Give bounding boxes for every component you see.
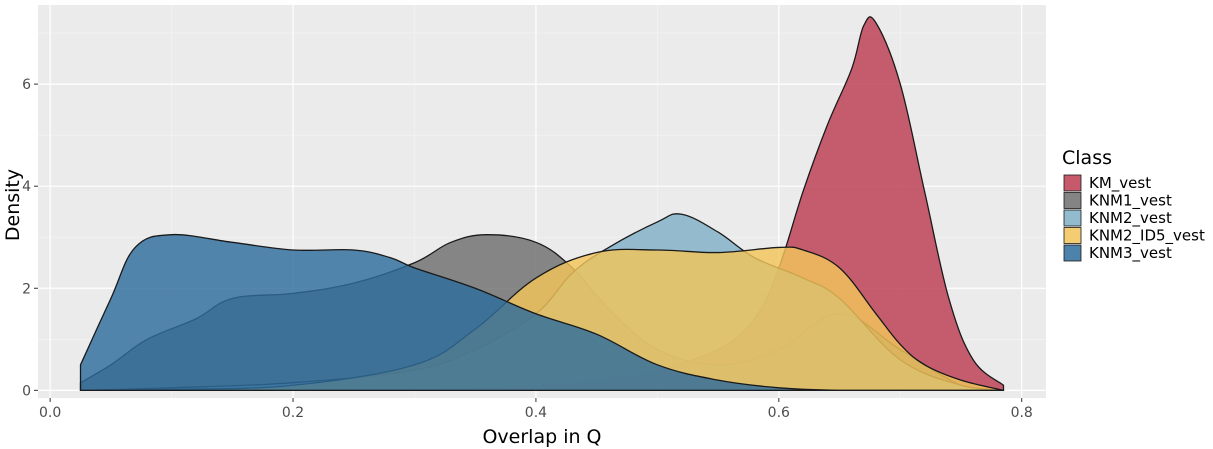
x-tick-label: 0.0 (39, 405, 61, 421)
legend-label-knm1-vest: KNM1_vest (1089, 192, 1172, 211)
legend-title: Class (1062, 147, 1112, 169)
legend-label-knm3-vest: KNM3_vest (1089, 244, 1172, 263)
legend-key-knm3-vest (1063, 244, 1082, 262)
y-tick-label: 2 (22, 281, 31, 297)
legend-label-knm2-vest: KNM2_vest (1089, 209, 1172, 228)
legend-label-knm2-id5-vest: KNM2_ID5_vest (1089, 227, 1205, 246)
legend-label-km-vest: KM_vest (1089, 174, 1151, 193)
density-areas (79, 16, 1005, 391)
x-tick-label: 0.6 (768, 405, 790, 421)
x-tick-label: 0.4 (525, 405, 547, 421)
legend: Class KM_vestKNM1_vestKNM2_vestKNM2_ID5_… (1062, 147, 1205, 263)
density-area-knm3-vest (79, 233, 1005, 391)
legend-key-km-vest (1063, 174, 1082, 192)
legend-key-knm2-vest (1063, 209, 1082, 227)
legend-key-knm1-vest (1063, 192, 1082, 209)
legend-key-knm2-id5-vest (1063, 227, 1082, 244)
x-axis: 0.0 0.2 0.4 0.6 0.8 (39, 398, 1033, 421)
y-axis: 0 2 4 6 (22, 77, 38, 399)
y-axis-title: Density (2, 169, 24, 241)
x-axis-title: Overlap in Q (482, 426, 601, 448)
y-tick-label: 6 (22, 77, 31, 93)
y-tick-label: 4 (22, 179, 31, 195)
x-tick-label: 0.2 (282, 405, 304, 421)
y-tick-label: 0 (22, 383, 31, 399)
x-tick-label: 0.8 (1011, 405, 1033, 421)
